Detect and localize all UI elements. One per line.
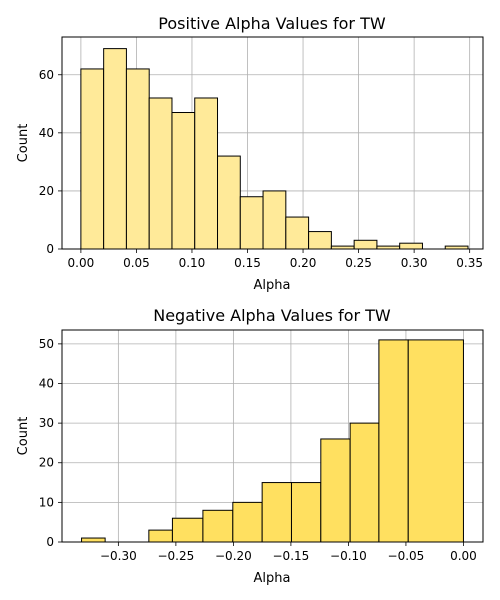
y-axis-label: Count (16, 124, 31, 163)
histogram-bar (202, 509, 234, 543)
y-tick-label: 0 (46, 535, 54, 549)
positive-alpha-histogram: Positive Alpha Values for TW Alpha Count… (16, 14, 484, 293)
x-tick-label: 0.15 (234, 256, 261, 270)
histogram-bar (194, 97, 219, 250)
y-tick-label: 40 (39, 126, 54, 140)
y-ticks: 0 10 20 30 40 50 (39, 337, 62, 549)
histogram-bar (103, 48, 127, 250)
histogram-bar (171, 517, 204, 543)
x-tick-label: −0.05 (388, 549, 425, 563)
x-tick-label: −0.20 (215, 549, 252, 563)
x-tick-label: −0.15 (273, 549, 310, 563)
x-tick-label: −0.10 (330, 549, 367, 563)
y-tick-label: 60 (39, 68, 54, 82)
y-tick-label: 10 (39, 495, 54, 509)
axes-frame (61, 329, 484, 543)
x-tick-label: 0.35 (456, 256, 483, 270)
x-ticks: 0.00 0.05 0.10 0.15 0.20 0.25 0.30 0.35 (68, 249, 483, 270)
x-tick-label: 0.00 (68, 256, 95, 270)
bars (81, 339, 464, 543)
histogram-bar (148, 529, 173, 543)
histogram-bar (232, 501, 263, 543)
histogram-bar (308, 231, 332, 250)
y-tick-label: 30 (39, 416, 54, 430)
x-tick-label: 0.30 (401, 256, 428, 270)
histogram-bar (148, 97, 173, 250)
x-tick-label: 0.00 (450, 549, 477, 563)
x-tick-label: 0.05 (123, 256, 150, 270)
axes-frame (61, 36, 484, 250)
chart-title: Negative Alpha Values for TW (153, 306, 391, 325)
y-axis-label: Count (16, 417, 31, 456)
negative-alpha-histogram: Negative Alpha Values for TW Alpha Count… (16, 306, 484, 586)
x-tick-label: 0.20 (290, 256, 317, 270)
histogram-bar (353, 239, 378, 250)
histogram-bar (320, 438, 351, 543)
y-ticks: 0 20 40 60 (39, 68, 62, 256)
x-tick-label: −0.30 (100, 549, 137, 563)
histogram-bar (81, 537, 106, 543)
histogram-bar (217, 155, 241, 250)
histogram-bar (399, 242, 423, 250)
histogram-bar (239, 196, 264, 250)
y-tick-label: 0 (46, 242, 54, 256)
histogram-bar (80, 68, 105, 250)
histogram-bar (285, 216, 310, 250)
y-tick-label: 20 (39, 184, 54, 198)
histogram-bar (349, 422, 380, 543)
x-tick-label: 0.25 (345, 256, 372, 270)
x-tick-label: −0.25 (157, 549, 194, 563)
y-tick-label: 20 (39, 456, 54, 470)
histogram-bar (407, 339, 464, 543)
histogram-bar (378, 339, 409, 543)
x-ticks: −0.30 −0.25 −0.20 −0.15 −0.10 −0.05 0.00 (100, 542, 477, 563)
histogram-bar (290, 482, 322, 543)
x-axis-label: Alpha (254, 571, 291, 586)
histogram-bar (171, 112, 196, 250)
x-tick-label: 0.10 (179, 256, 206, 270)
histogram-bar (261, 482, 292, 543)
y-tick-label: 50 (39, 337, 54, 351)
chart-title: Positive Alpha Values for TW (158, 14, 386, 33)
histogram-bar (125, 68, 150, 250)
histogram-bar (262, 190, 287, 250)
y-tick-label: 40 (39, 376, 54, 390)
x-axis-label: Alpha (254, 278, 291, 293)
